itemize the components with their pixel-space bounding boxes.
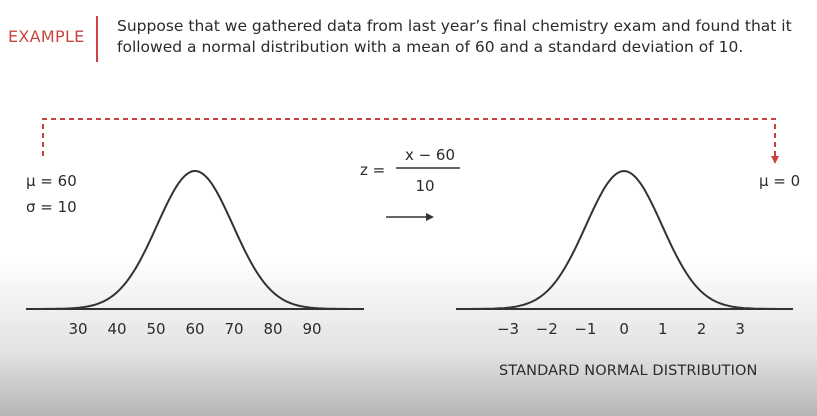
right-tick-label: 1: [658, 320, 668, 338]
left-mean-label: μ = 60: [26, 172, 77, 190]
left-tick-label: 60: [185, 320, 204, 338]
left-tick-label: 90: [302, 320, 321, 338]
formula-lhs: z =: [360, 161, 385, 179]
left-tick-label: 50: [146, 320, 165, 338]
right-normal-curve: [456, 169, 792, 310]
dashed-connector-arrow: [42, 118, 779, 164]
left-tick-label: 30: [68, 320, 87, 338]
left-tick-label: 70: [224, 320, 243, 338]
right-mean-label: μ = 0: [759, 172, 801, 190]
left-tick-label: 80: [263, 320, 282, 338]
example-label: EXAMPLE: [8, 27, 85, 46]
standard-normal-caption: STANDARD NORMAL DISTRIBUTION: [499, 363, 758, 379]
right-tick-label: 2: [697, 320, 707, 338]
right-tick-label: −1: [574, 320, 596, 338]
formula-numerator: x − 60: [405, 146, 455, 164]
problem-statement: Suppose that we gathered data from last …: [117, 17, 792, 56]
left-sd-label: σ = 10: [26, 198, 77, 216]
left-tick-label: 40: [107, 320, 126, 338]
right-tick-label: 0: [619, 320, 629, 338]
left-normal-curve: [26, 170, 364, 310]
right-tick-label: 3: [735, 320, 745, 338]
right-tick-label: −3: [497, 320, 519, 338]
formula-denominator: 10: [415, 177, 434, 195]
right-tick-label: −2: [536, 320, 558, 338]
header-divider: [96, 16, 98, 62]
